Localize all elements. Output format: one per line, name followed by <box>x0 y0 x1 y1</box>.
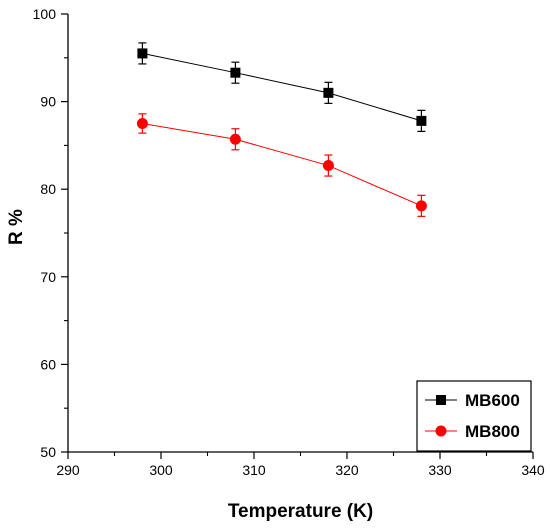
legend-box <box>416 380 532 452</box>
legend-marker <box>435 425 447 437</box>
legend-item-mb800: MB800 <box>425 422 520 441</box>
legend-label: MB800 <box>465 422 520 441</box>
series-mb800 <box>136 113 427 217</box>
data-point <box>136 118 148 129</box>
axes: 290 300 310 320 330 340 50 60 70 80 90 100 <box>33 6 545 478</box>
y-tick-label: 100 <box>33 6 57 22</box>
y-axis-title: R % <box>6 209 27 245</box>
y-tick-label: 50 <box>40 444 56 460</box>
data-point <box>230 67 241 78</box>
series-line <box>142 123 422 207</box>
x-tick-label: 290 <box>56 462 80 478</box>
series-line <box>142 52 422 122</box>
x-tick-label: 320 <box>335 462 359 478</box>
y-tick-label: 90 <box>40 94 56 110</box>
data-point <box>322 160 334 172</box>
x-tick-label: 330 <box>428 462 452 478</box>
legend: MB600 MB800 <box>416 380 532 452</box>
data-point <box>415 200 427 212</box>
data-point <box>416 115 427 126</box>
y-tick-label: 70 <box>40 269 56 285</box>
y-tick-label: 80 <box>40 181 56 197</box>
data-point <box>137 48 148 59</box>
x-tick-label: 310 <box>242 462 266 478</box>
x-tick-label: 300 <box>149 462 173 478</box>
legend-label: MB600 <box>465 391 520 410</box>
x-axis-title: Temperature (K) <box>228 501 373 522</box>
y-tick-label: 60 <box>40 356 56 372</box>
legend-item-mb600: MB600 <box>425 391 520 410</box>
x-tick-label: 340 <box>521 462 545 478</box>
series-layer <box>136 42 427 217</box>
data-point <box>229 133 241 145</box>
legend-marker <box>436 395 446 405</box>
data-point <box>323 87 334 98</box>
series-mb600 <box>137 42 427 132</box>
